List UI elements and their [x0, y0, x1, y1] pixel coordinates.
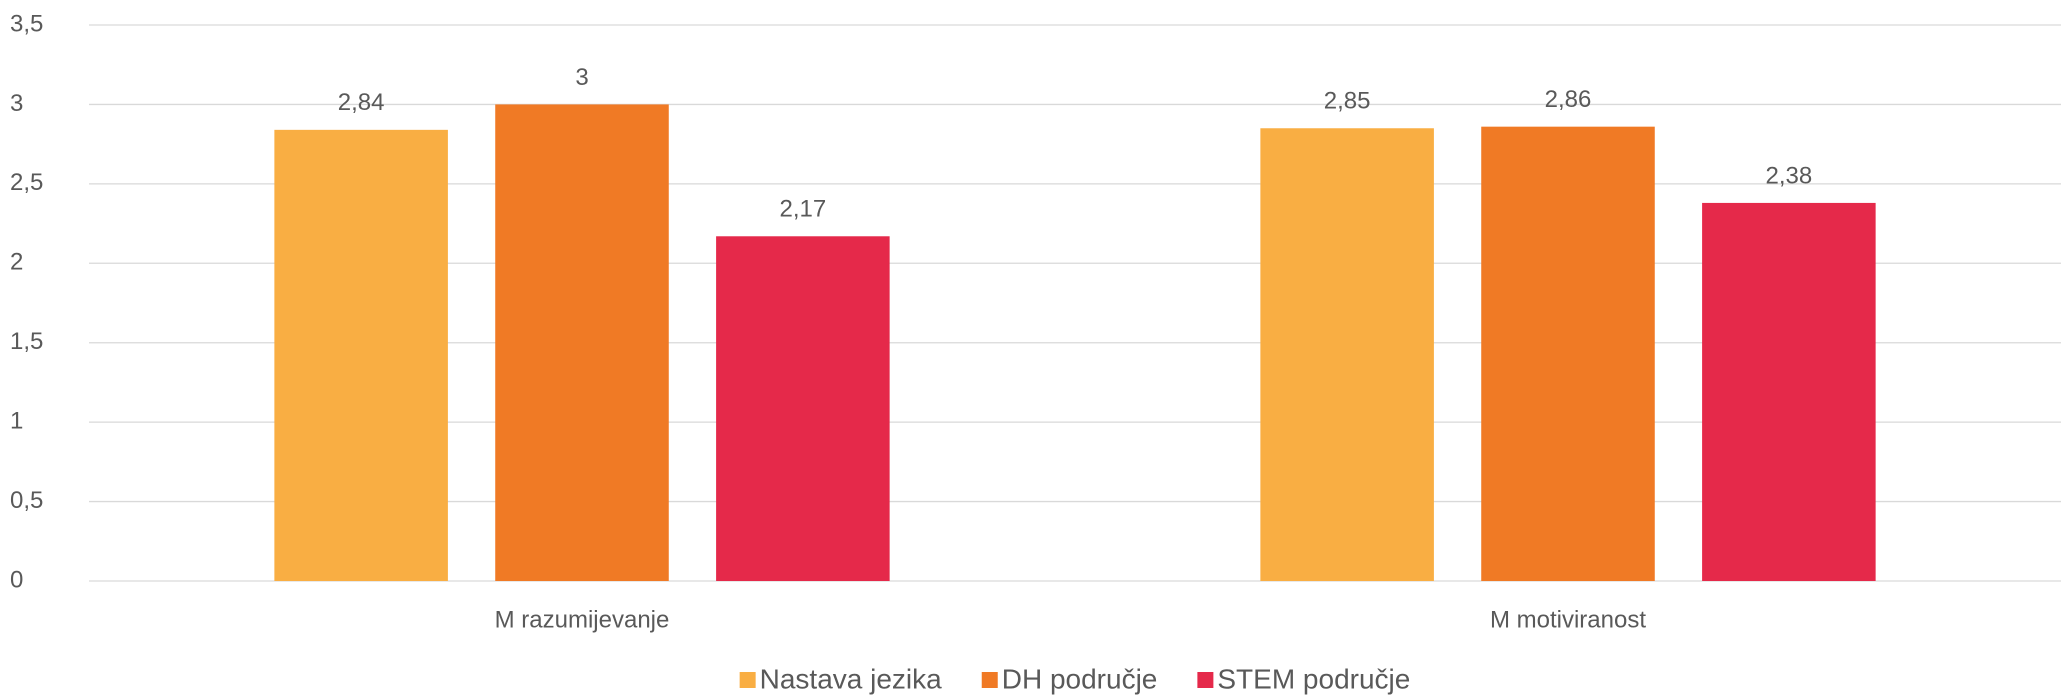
y-tick-label: 0,5: [10, 487, 43, 514]
y-tick-label: 1: [10, 407, 23, 434]
bar: [1260, 128, 1434, 581]
bar: [1481, 126, 1655, 581]
y-tick-label: 2,5: [10, 169, 43, 196]
y-tick-label: 3: [10, 90, 23, 117]
y-tick-label: 1,5: [10, 328, 43, 355]
x-tick-label: M motiviranost: [1490, 606, 1646, 633]
legend-label: Nastava jezika: [760, 663, 943, 694]
bar: [495, 104, 669, 581]
legend-swatch: [981, 672, 998, 688]
legend-label: DH područje: [1002, 663, 1158, 694]
data-label: 2,38: [1766, 162, 1813, 189]
data-label: 3: [575, 64, 588, 91]
y-tick-label: 0: [10, 566, 23, 593]
legend-swatch: [739, 672, 756, 688]
data-label: 2,84: [338, 89, 385, 116]
bar: [716, 236, 890, 581]
data-label: 2,17: [780, 196, 827, 223]
y-tick-label: 2: [10, 249, 23, 276]
y-tick-label: 3,5: [10, 10, 43, 37]
legend-label: STEM područje: [1217, 663, 1410, 694]
bar: [1702, 202, 1876, 582]
bar: [274, 129, 448, 582]
data-label: 2,85: [1324, 88, 1371, 115]
data-label: 2,86: [1545, 86, 1592, 113]
x-tick-label: M razumijevanje: [495, 606, 670, 633]
legend-swatch: [1197, 672, 1214, 688]
